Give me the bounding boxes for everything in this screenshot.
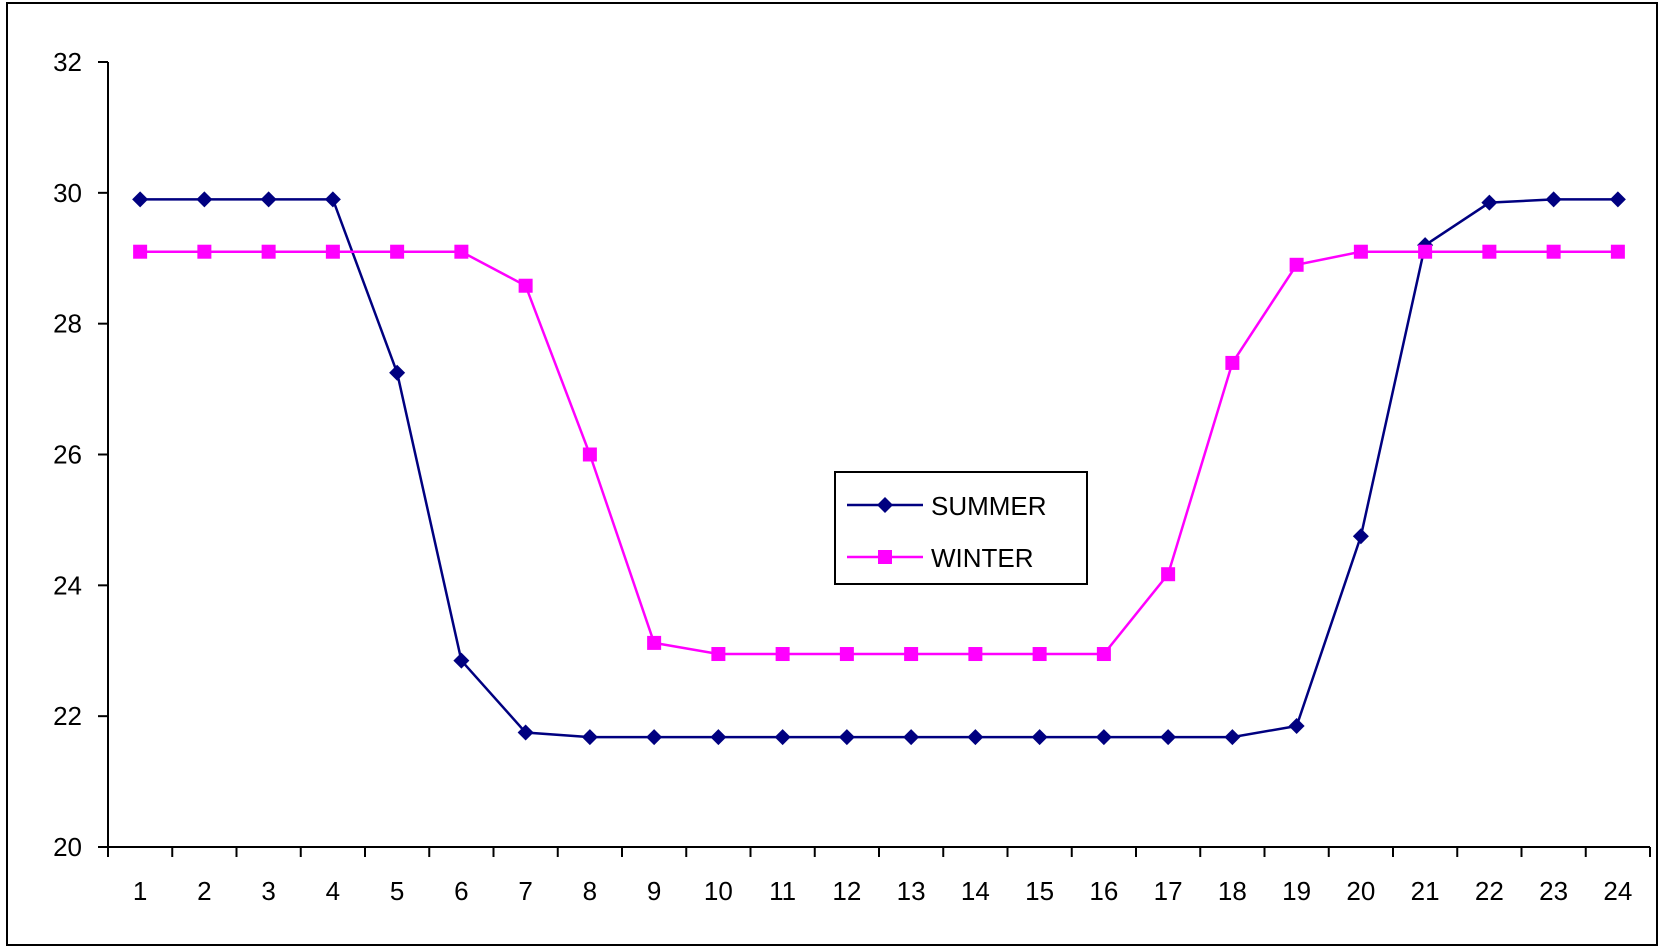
data-point-summer [324,191,341,208]
data-point-winter [1289,257,1304,272]
x-tick-label: 3 [261,876,275,906]
data-point-summer [453,652,470,669]
x-tick-label: 12 [832,876,861,906]
x-tick-label: 20 [1346,876,1375,906]
data-point-winter [904,647,919,662]
x-tick-label: 17 [1154,876,1183,906]
data-point-winter [839,647,854,662]
data-point-summer [774,729,791,746]
legend-marker-summer [877,497,893,513]
data-point-winter [1225,355,1240,370]
x-tick-label: 4 [326,876,340,906]
data-point-winter [1096,647,1111,662]
legend-label-summer: SUMMER [931,491,1047,521]
y-tick-label: 28 [53,309,82,339]
series-line-winter [140,250,1618,656]
x-tick-label: 2 [197,876,211,906]
x-tick-label: 10 [704,876,733,906]
x-tick-label: 18 [1218,876,1247,906]
data-point-winter [1610,244,1625,259]
x-tick-label: 14 [961,876,990,906]
legend: SUMMER WINTER [834,471,1088,585]
x-tick-label: 6 [454,876,468,906]
x-tick-label: 8 [583,876,597,906]
data-point-summer [132,191,149,208]
data-point-winter [968,647,983,662]
y-tick-label: 26 [53,440,82,470]
series-winter [133,244,1625,662]
data-point-winter [133,244,148,259]
data-point-summer [517,724,534,741]
data-point-winter [711,647,726,662]
data-point-winter [197,244,212,259]
y-tick-label: 30 [53,178,82,208]
data-point-winter [647,635,662,650]
x-tick-label: 23 [1539,876,1568,906]
data-point-winter [1032,647,1047,662]
y-tick-label: 22 [53,701,82,731]
data-point-summer [389,364,406,381]
y-tick-label: 24 [53,570,82,600]
data-point-winter [325,244,340,259]
x-tick-label: 15 [1025,876,1054,906]
data-point-summer [1160,729,1177,746]
legend-box [834,471,1088,585]
data-point-summer [1224,729,1241,746]
data-point-winter [582,447,597,462]
x-tick-label: 11 [769,876,796,906]
x-tick-label: 24 [1603,876,1632,906]
data-point-summer [903,729,920,746]
data-point-winter [1353,244,1368,259]
series-layer [132,191,1626,746]
data-point-winter [454,244,469,259]
x-tick-label: 13 [897,876,926,906]
x-tick-label: 1 [133,876,147,906]
data-point-winter [1161,567,1176,582]
legend-marker-winter [878,550,892,564]
data-point-winter [261,244,276,259]
x-tick-label: 7 [518,876,532,906]
x-tick-label: 9 [647,876,661,906]
data-point-summer [260,191,277,208]
chart-frame [6,2,1658,946]
series-line-summer [140,198,1618,739]
data-point-winter [1546,244,1561,259]
data-point-summer [196,191,213,208]
data-point-summer [1288,717,1305,734]
x-tick-label: 16 [1089,876,1118,906]
data-point-summer [1609,191,1626,208]
y-tick-label: 32 [53,47,82,77]
series-summer [132,191,1626,746]
data-point-summer [838,729,855,746]
data-point-summer [1545,191,1562,208]
data-point-winter [1418,244,1433,259]
data-point-summer [1031,729,1048,746]
x-tick-label: 21 [1411,876,1440,906]
data-point-summer [1481,194,1498,211]
data-point-winter [1482,244,1497,259]
data-point-winter [390,244,405,259]
data-point-winter [775,647,790,662]
y-tick-label: 20 [53,832,82,862]
data-point-summer [1352,528,1369,545]
data-point-summer [710,729,727,746]
data-point-summer [1095,729,1112,746]
legend-label-winter: WINTER [931,543,1034,573]
x-tick-label: 19 [1282,876,1311,906]
data-point-summer [646,729,663,746]
x-tick-label: 22 [1475,876,1504,906]
data-point-summer [581,729,598,746]
data-point-winter [518,278,533,293]
x-tick-label: 5 [390,876,404,906]
data-point-summer [967,729,984,746]
